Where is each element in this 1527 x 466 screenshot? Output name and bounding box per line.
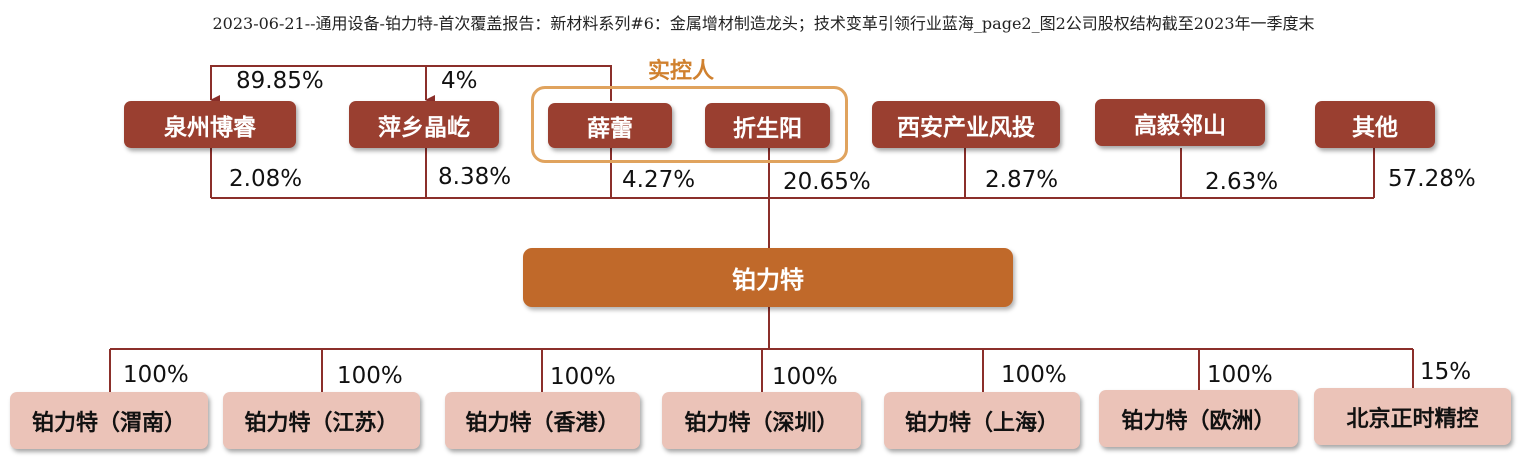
stake-pct-7: 57.28% bbox=[1388, 166, 1476, 192]
shareholder-box-others: 其他 bbox=[1315, 101, 1435, 148]
subsidiary-box-shanghai: 铂力特（上海） bbox=[884, 392, 1080, 449]
stake-pct-1: 2.08% bbox=[229, 166, 303, 192]
subsidiary-box-shenzhen: 铂力特（深圳） bbox=[662, 392, 861, 449]
sub-stake-pct-2: 100% bbox=[337, 363, 403, 389]
sub-stake-pct-6: 100% bbox=[1207, 362, 1273, 388]
stake-pct-2: 8.38% bbox=[438, 164, 512, 190]
shareholder-box-zhe-shengyang: 折生阳 bbox=[705, 103, 830, 148]
stake-pct-3: 4.27% bbox=[622, 167, 696, 193]
shareholder-box-gaoyi-linshan: 高毅邻山 bbox=[1095, 99, 1265, 146]
sub-stake-pct-7: 15% bbox=[1420, 359, 1472, 385]
figure-title: 2023-06-21--通用设备-铂力特-首次覆盖报告：新材料系列#6：金属增材… bbox=[212, 14, 1315, 33]
stake-pct-6: 2.63% bbox=[1205, 169, 1279, 195]
controller-holding-pct-1: 89.85% bbox=[236, 68, 324, 94]
controller-holding-pct-2: 4% bbox=[441, 68, 478, 94]
subsidiary-box-europe: 铂力特（欧洲） bbox=[1099, 390, 1298, 447]
subsidiary-box-hongkong: 铂力特（香港） bbox=[445, 392, 640, 449]
sub-stake-pct-4: 100% bbox=[772, 364, 838, 390]
stake-pct-5: 2.87% bbox=[985, 167, 1059, 193]
subsidiary-box-jiangsu: 铂力特（江苏） bbox=[223, 392, 420, 449]
sub-stake-pct-5: 100% bbox=[1001, 362, 1067, 388]
controller-label: 实控人 bbox=[648, 59, 715, 84]
subsidiary-box-beijing-zhengshi: 北京正时精控 bbox=[1314, 388, 1511, 445]
company-box-bolite: 铂力特 bbox=[523, 248, 1013, 307]
shareholder-box-xian-venture: 西安产业风投 bbox=[872, 101, 1060, 148]
stake-pct-4: 20.65% bbox=[783, 169, 871, 195]
sub-stake-pct-1: 100% bbox=[123, 362, 189, 388]
subsidiary-box-weinan: 铂力特（渭南） bbox=[10, 392, 208, 449]
shareholder-box-pingxiang-jingyi: 萍乡晶屹 bbox=[349, 101, 499, 148]
sub-stake-pct-3: 100% bbox=[550, 364, 616, 390]
shareholder-box-xue-lei: 薛蕾 bbox=[548, 103, 672, 148]
controller-holding-line bbox=[210, 65, 612, 105]
shareholder-box-quanzhou-borui: 泉州博睿 bbox=[124, 101, 296, 148]
controller-frame bbox=[531, 86, 848, 163]
